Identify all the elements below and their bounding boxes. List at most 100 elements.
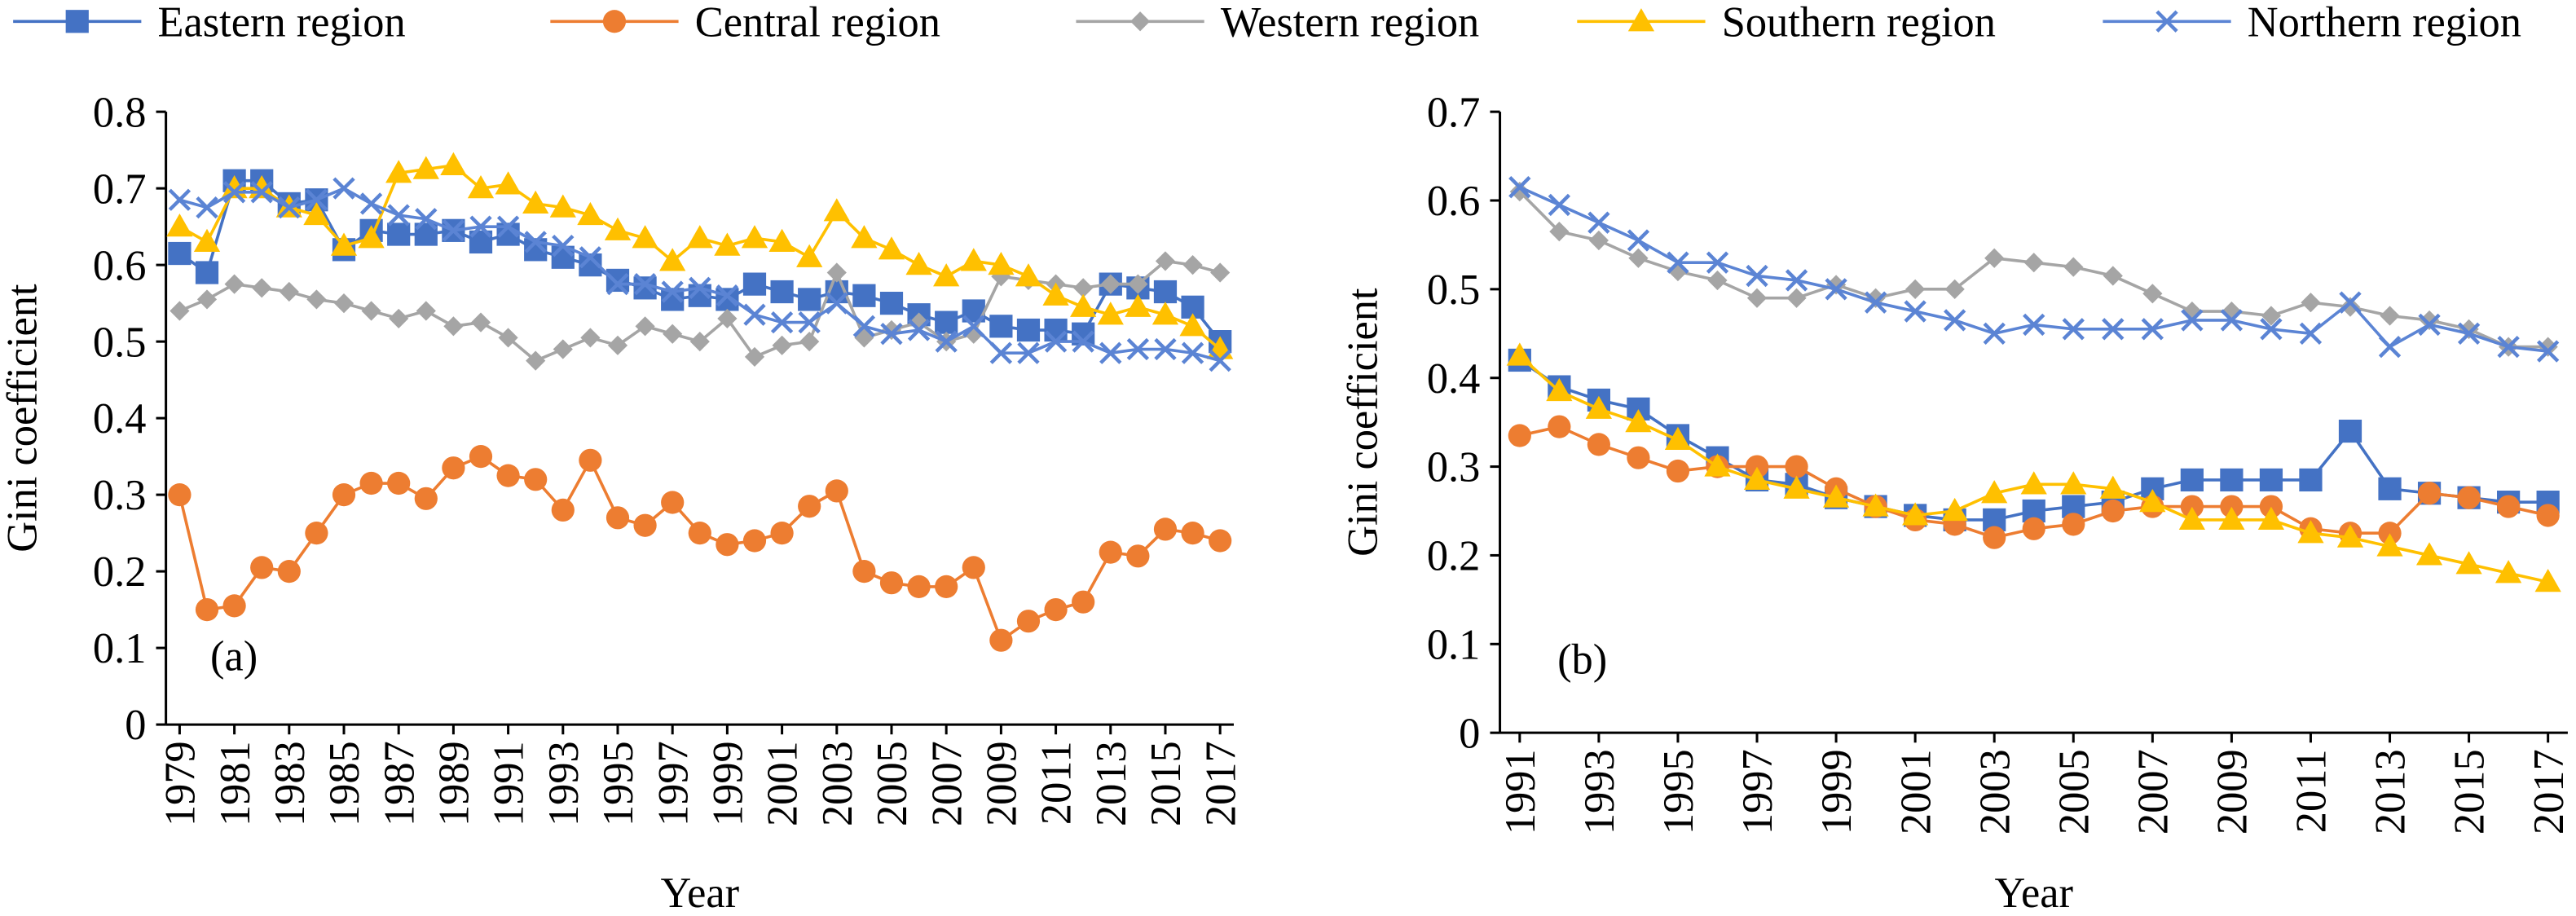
x-tick-label: 1995	[595, 741, 642, 826]
data-point	[1125, 293, 1151, 317]
data-point	[1743, 466, 1771, 491]
data-point	[1587, 433, 1610, 456]
y-tick-label: 0	[1459, 710, 1480, 757]
data-point	[851, 225, 878, 249]
data-point	[467, 175, 495, 199]
data-point	[1746, 264, 1768, 288]
data-point	[768, 228, 795, 253]
data-point	[387, 204, 410, 227]
data-point	[443, 316, 464, 337]
legend-label: Central region	[695, 0, 940, 46]
y-axis-label: Gini coefficient	[0, 284, 46, 553]
legend-marker	[65, 10, 89, 33]
legend-marker	[2155, 10, 2178, 33]
data-point	[469, 444, 493, 469]
data-point	[607, 335, 628, 355]
data-point	[332, 177, 355, 200]
data-point	[1904, 300, 1926, 323]
data-point	[2536, 340, 2560, 363]
data-point	[2260, 318, 2283, 341]
data-point	[661, 280, 684, 303]
data-point	[1902, 502, 1929, 526]
data-point	[415, 208, 438, 231]
data-point	[1508, 424, 1531, 447]
data-point	[496, 215, 520, 238]
data-point	[2497, 495, 2521, 518]
data-point	[2418, 313, 2441, 337]
data-point	[442, 456, 465, 480]
x-tick-label: 2003	[814, 741, 861, 826]
x-tick-label: 1979	[157, 741, 205, 826]
x-tick-label: 2009	[979, 741, 1026, 826]
y-tick-label: 0.1	[1427, 621, 1481, 668]
data-point	[1181, 521, 1204, 545]
data-point	[1745, 455, 1769, 478]
data-point	[1628, 248, 1649, 268]
data-point	[168, 482, 192, 507]
y-tick-label: 0.4	[1427, 355, 1481, 403]
data-point	[2415, 542, 2443, 566]
data-point	[2141, 318, 2164, 341]
data-point	[2220, 495, 2244, 518]
x-tick-label: 2013	[2367, 749, 2415, 835]
data-point	[2062, 318, 2085, 341]
data-point	[279, 281, 299, 302]
data-point	[1072, 330, 1094, 353]
legend-marker	[1627, 8, 1655, 32]
data-point	[1664, 426, 1692, 451]
data-point	[2338, 419, 2362, 443]
y-tick-label: 0	[125, 702, 146, 749]
data-point	[1015, 263, 1042, 287]
data-point	[1070, 293, 1097, 317]
data-point	[770, 280, 794, 304]
data-point	[387, 471, 411, 495]
x-tick-label: 2015	[2446, 749, 2494, 835]
x-tick-label: 1991	[1497, 749, 1544, 835]
data-point	[880, 323, 903, 346]
data-point	[250, 181, 273, 204]
x-axis-label: Year	[661, 870, 740, 916]
data-point	[770, 521, 794, 545]
data-point	[1097, 302, 1124, 325]
data-point	[2257, 506, 2285, 530]
data-point	[1508, 176, 1531, 199]
data-point	[905, 251, 932, 275]
data-point	[524, 468, 548, 491]
data-point	[2102, 318, 2125, 341]
data-point	[1706, 251, 1729, 274]
data-point	[2142, 284, 2163, 304]
data-point	[2020, 471, 2047, 495]
data-point	[1548, 193, 1571, 217]
x-tick-label: 1997	[1734, 749, 1781, 835]
data-point	[195, 261, 219, 284]
legend-label: Northern region	[2248, 0, 2521, 46]
data-point	[552, 234, 575, 258]
data-point	[1783, 475, 1810, 499]
data-point	[168, 241, 192, 266]
data-point	[359, 192, 383, 215]
x-tick-label: 2013	[1088, 741, 1135, 826]
data-point	[1822, 484, 1850, 508]
data-point	[305, 188, 328, 211]
data-point	[714, 232, 741, 256]
data-point	[1209, 349, 1231, 372]
data-point	[633, 513, 657, 537]
data-point	[496, 464, 520, 487]
data-point	[2534, 568, 2561, 592]
panel-label: (b)	[1557, 636, 1607, 684]
data-point	[252, 278, 272, 298]
data-point	[305, 521, 328, 545]
data-point	[2378, 335, 2402, 359]
data-point	[333, 293, 354, 314]
x-tick-label: 1993	[1576, 749, 1623, 835]
data-point	[605, 506, 630, 530]
data-point	[907, 319, 931, 341]
data-point	[2376, 533, 2403, 557]
data-point	[935, 330, 958, 353]
data-point	[2455, 551, 2482, 575]
data-point	[1506, 342, 1533, 366]
data-point	[688, 521, 711, 545]
data-point	[495, 171, 522, 195]
data-point	[2259, 495, 2283, 518]
data-point	[1905, 279, 1926, 299]
